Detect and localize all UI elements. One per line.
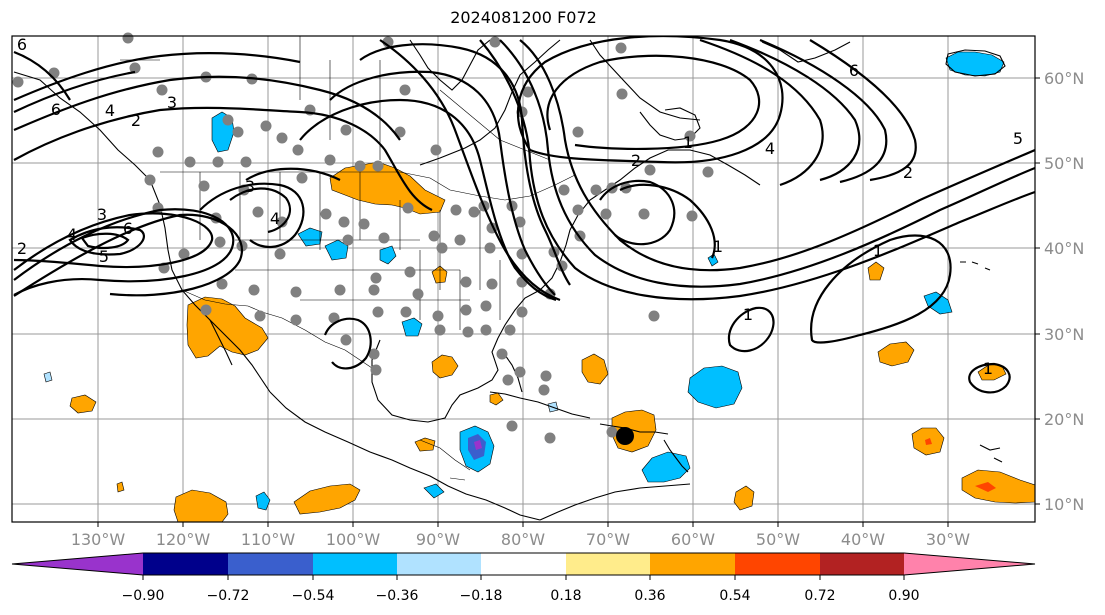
political-borders <box>120 36 576 481</box>
blue-region-atlantic-3 <box>923 291 953 315</box>
contour-label: 2 <box>17 239 27 258</box>
lat-label: 60°N <box>1044 69 1084 88</box>
colorbar-label: 0.36 <box>634 588 665 604</box>
colorbar-label: −0.36 <box>376 588 419 604</box>
colorbar-bin <box>313 553 397 575</box>
contour-label: 6 <box>123 219 133 238</box>
blue-region-plains-3 <box>379 245 397 265</box>
storm-center-marker <box>616 427 634 445</box>
colorbar-bin <box>228 553 313 575</box>
orange-region-atlantic-4 <box>733 485 755 511</box>
light-blue-region-2 <box>43 371 53 383</box>
lon-label: 40°W <box>841 530 885 549</box>
contour-label: 1 <box>683 133 693 152</box>
colorbar <box>11 552 1036 576</box>
lat-label: 20°N <box>1044 410 1084 429</box>
red-region-atlantic-2 <box>925 438 932 445</box>
colorbar-label: −0.72 <box>207 588 250 604</box>
purple-region-caribbean <box>474 440 482 450</box>
axis-ticks <box>97 77 1040 527</box>
contour-label: 2 <box>903 163 913 182</box>
lon-label: 110°W <box>241 530 296 549</box>
colorbar-bin <box>735 553 820 575</box>
colorbar-labels: −0.90 −0.72 −0.54 −0.36 −0.18 0.18 0.36 … <box>122 588 920 604</box>
orange-region-atlantic-3 <box>961 469 1035 504</box>
lon-label: 80°W <box>501 530 545 549</box>
colorbar-bin <box>820 553 904 575</box>
colorbar-bin <box>143 553 228 575</box>
contour-label: 6 <box>17 35 27 54</box>
lat-label: 10°N <box>1044 495 1084 514</box>
contour-label: 4 <box>270 209 280 228</box>
colorbar-bin <box>566 553 650 575</box>
contour-label: 1 <box>873 241 883 260</box>
lon-label: 100°W <box>326 530 381 549</box>
blue-region-atlantic-2 <box>641 451 691 483</box>
contour-label: 4 <box>67 225 77 244</box>
longitude-labels: 130°W 120°W 110°W 100°W 90°W 80°W 70°W 6… <box>71 530 970 549</box>
latitude-labels: 60°N 50°N 40°N 30°N 20°N 10°N <box>1044 69 1084 514</box>
colorbar-label: −0.54 <box>292 588 335 604</box>
orange-region-atlantic-1 <box>877 341 915 367</box>
contour-label: 4 <box>105 101 115 120</box>
contour-label: 3 <box>97 205 107 224</box>
lon-label: 60°W <box>671 530 715 549</box>
colorbar-bin <box>12 553 143 575</box>
contour-label: 6 <box>51 100 61 119</box>
contour-label: 1 <box>743 305 753 324</box>
colorbar-label: 0.90 <box>888 588 919 604</box>
contour-label: 2 <box>631 151 641 170</box>
blue-region-plains-2 <box>324 239 349 261</box>
lon-label: 130°W <box>71 530 126 549</box>
contour-label: 2 <box>131 111 141 130</box>
contour-label: 3 <box>167 93 177 112</box>
lat-label: 40°N <box>1044 239 1084 258</box>
contour-label: 4 <box>765 139 775 158</box>
orange-region-bahamas <box>581 353 609 385</box>
lat-label: 50°N <box>1044 154 1084 173</box>
orange-region-atlantic-5 <box>867 261 885 281</box>
colorbar-label: 0.54 <box>719 588 750 604</box>
contour-label: 5 <box>1013 129 1023 148</box>
blue-region-gulf-coast <box>401 317 423 337</box>
colorbar-label: −0.18 <box>460 588 503 604</box>
contour-label: 1 <box>983 359 993 378</box>
lon-label: 90°W <box>416 530 460 549</box>
colorbar-label: −0.90 <box>122 588 165 604</box>
orange-region-mexico-pacific-2 <box>173 489 229 522</box>
contour-label: 6 <box>849 61 859 80</box>
orange-region-gulf <box>431 354 459 379</box>
lon-label: 50°W <box>756 530 800 549</box>
orange-region-small-1 <box>116 481 125 493</box>
contour-lines <box>13 36 1035 394</box>
orange-region-mexico-pacific-1 <box>69 394 97 414</box>
contour-label: 1 <box>713 237 723 256</box>
lon-label: 30°W <box>926 530 970 549</box>
lon-label: 70°W <box>586 530 630 549</box>
colorbar-bin <box>650 553 735 575</box>
red-region-atlantic-3 <box>975 482 996 492</box>
lat-label: 30°N <box>1044 325 1084 344</box>
orange-region-pacific-3 <box>293 483 361 515</box>
colorbar-ticks <box>142 575 905 580</box>
colorbar-bin <box>397 553 481 575</box>
colorbar-bin <box>904 553 1035 575</box>
colorbar-label: 0.72 <box>804 588 835 604</box>
lon-label: 120°W <box>156 530 211 549</box>
colorbar-bin <box>481 553 566 575</box>
blue-region-pacific-2 <box>423 483 445 499</box>
shaded-regions <box>43 51 1035 522</box>
contour-label: 3 <box>245 177 255 196</box>
blue-region-atlantic-1 <box>687 365 743 409</box>
blue-region-plains-1 <box>297 227 323 247</box>
blue-region-pacific-1 <box>255 491 271 511</box>
page-title: 2024081200 F072 <box>450 8 597 27</box>
contour-label: 5 <box>99 247 109 266</box>
contour-labels: 6 6 4 3 2 3 4 3 4 6 5 2 2 1 4 6 5 2 1 1 … <box>17 35 1023 378</box>
colorbar-label: 0.18 <box>550 588 581 604</box>
